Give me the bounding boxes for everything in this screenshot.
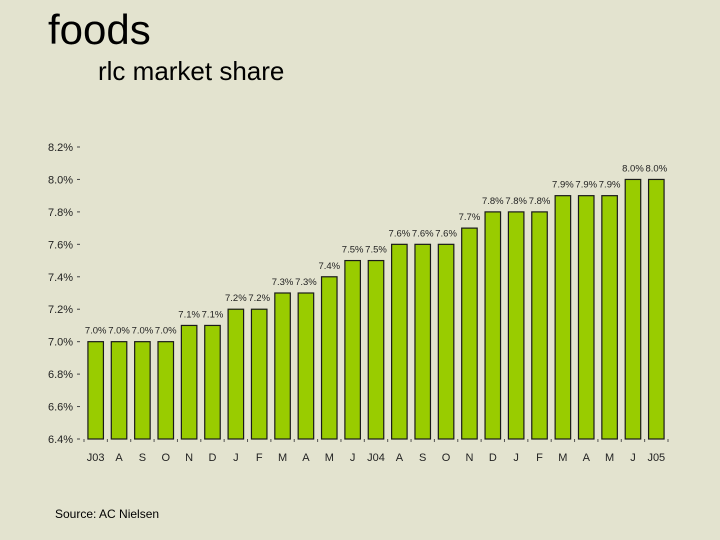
x-tick-label: M	[325, 452, 334, 464]
data-label: 7.2%	[248, 293, 270, 304]
data-label: 7.9%	[552, 180, 574, 191]
x-tick-label: O	[161, 452, 170, 464]
data-label: 7.4%	[318, 261, 340, 272]
data-label: 7.0%	[155, 326, 177, 337]
bar	[204, 324, 221, 440]
data-label: 8.0%	[622, 163, 644, 174]
x-tick-label: A	[115, 452, 123, 464]
bar	[531, 211, 548, 440]
y-tick-label: 8.0%	[48, 174, 73, 186]
x-tick-label: J	[350, 452, 356, 464]
x-tick-label: S	[139, 452, 146, 464]
bar	[647, 178, 665, 440]
x-tick-label: J	[630, 452, 636, 464]
bar	[601, 195, 618, 440]
y-tick-label: 6.8%	[48, 369, 73, 381]
x-tick-label: F	[256, 452, 263, 464]
x-tick-label: F	[536, 452, 543, 464]
x-tick-label: J05	[647, 452, 665, 464]
data-label: 7.1%	[202, 309, 224, 320]
data-label: 8.0%	[645, 163, 667, 174]
y-tick-label: 8.2%	[48, 142, 73, 154]
bar	[554, 195, 572, 440]
x-tick-label: M	[278, 452, 287, 464]
y-tick-label: 7.8%	[48, 207, 73, 219]
bar	[110, 341, 128, 440]
data-label: 7.3%	[272, 277, 294, 288]
x-tick-label: J	[233, 452, 239, 464]
data-label: 7.0%	[132, 326, 154, 337]
data-label: 7.6%	[412, 228, 434, 239]
y-tick-label: 6.6%	[48, 402, 73, 414]
bar	[87, 341, 105, 440]
chart-subtitle: rlc market share	[98, 56, 285, 86]
y-tick-label: 7.4%	[48, 272, 73, 284]
bar	[180, 324, 198, 440]
data-label: 7.7%	[459, 212, 481, 223]
data-label: 7.3%	[295, 277, 317, 288]
data-label: 7.9%	[599, 180, 621, 191]
x-tick-label: N	[465, 452, 473, 464]
y-tick-label: 7.2%	[48, 304, 73, 316]
data-label: 7.0%	[85, 326, 107, 337]
x-tick-label: D	[209, 452, 217, 464]
data-label: 7.5%	[342, 245, 364, 256]
bar	[367, 259, 385, 440]
data-label: 7.5%	[365, 245, 387, 256]
data-label: 7.6%	[389, 228, 411, 239]
data-label: 7.6%	[435, 228, 457, 239]
bar	[157, 341, 175, 440]
x-tick-label: D	[489, 452, 497, 464]
data-label: 7.8%	[529, 196, 551, 207]
x-tick-label: M	[558, 452, 567, 464]
data-label: 7.1%	[178, 309, 200, 320]
bar	[624, 178, 642, 440]
x-tick-label: N	[185, 452, 193, 464]
bar	[274, 292, 291, 440]
y-tick-label: 6.4%	[48, 434, 73, 446]
bar	[297, 292, 315, 440]
bar	[507, 211, 525, 440]
bar	[134, 341, 151, 440]
bar	[344, 259, 361, 440]
bar	[461, 227, 478, 440]
x-tick-label: O	[442, 452, 451, 464]
data-label: 7.2%	[225, 293, 247, 304]
x-tick-label: A	[396, 452, 404, 464]
data-label: 7.0%	[108, 326, 130, 337]
y-tick-label: 7.6%	[48, 239, 73, 251]
bar	[227, 308, 245, 440]
source-note: Source: AC Nielsen	[55, 507, 160, 521]
y-tick-label: 7.0%	[48, 337, 73, 349]
x-tick-label: J04	[367, 452, 385, 464]
data-label: 7.8%	[505, 196, 527, 207]
x-tick-label: S	[419, 452, 426, 464]
x-tick-label: M	[605, 452, 614, 464]
data-label: 7.8%	[482, 196, 504, 207]
x-tick-label: A	[583, 452, 591, 464]
bar	[577, 195, 595, 440]
x-tick-label: J03	[87, 452, 105, 464]
x-tick-label: J	[513, 452, 519, 464]
page-title: foods	[48, 6, 151, 53]
x-tick-label: A	[302, 452, 310, 464]
data-label: 7.9%	[575, 180, 597, 191]
bar	[320, 276, 338, 440]
bar	[437, 243, 455, 440]
bar	[391, 243, 408, 440]
bar	[414, 243, 432, 440]
bar	[250, 308, 268, 440]
bar	[484, 211, 502, 440]
